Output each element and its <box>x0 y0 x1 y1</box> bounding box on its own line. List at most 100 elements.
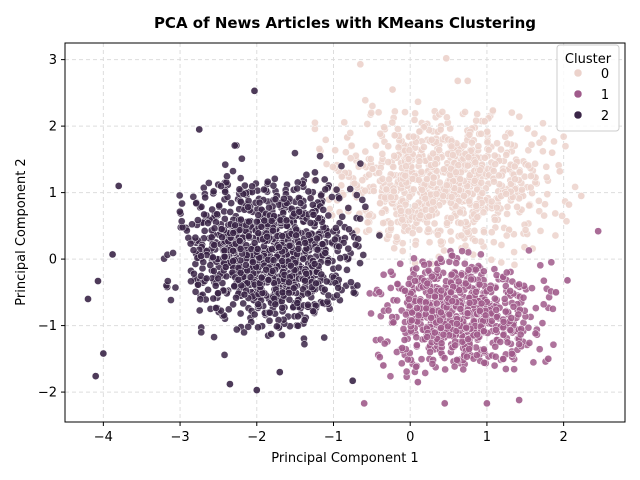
cluster-0-point <box>474 142 483 151</box>
cluster-2-point <box>338 212 347 221</box>
cluster-2-point <box>209 187 218 196</box>
cluster-0-point <box>558 212 566 220</box>
cluster-1-point <box>400 336 409 344</box>
cluster-2-point <box>268 267 277 275</box>
cluster-2-point <box>163 277 172 285</box>
cluster-0-point <box>432 190 441 198</box>
cluster-2-point <box>321 249 330 257</box>
cluster-1-point <box>514 310 523 319</box>
cluster-0-point <box>390 152 399 160</box>
cluster-1-point <box>501 307 510 316</box>
cluster-2-point <box>359 251 368 259</box>
cluster-1-point <box>412 264 421 273</box>
cluster-2-point <box>229 300 237 309</box>
cluster-2-point <box>209 267 218 275</box>
cluster-2-point <box>265 203 273 212</box>
cluster-1-point <box>499 331 508 339</box>
cluster-0-point <box>506 129 515 138</box>
cluster-1-point <box>379 270 388 279</box>
cluster-0-point <box>404 207 413 216</box>
cluster-0-point <box>414 97 422 106</box>
cluster-0-point <box>427 135 436 144</box>
cluster-2-point <box>217 225 226 233</box>
cluster-2-point <box>311 168 319 177</box>
cluster-1-point <box>594 227 603 236</box>
y-axis-ticks: −2 −1 0 1 2 3 <box>38 53 65 401</box>
cluster-0-point <box>526 183 535 192</box>
cluster-2-point <box>296 199 305 207</box>
cluster-0-point <box>471 158 480 167</box>
cluster-1-point <box>471 265 480 274</box>
cluster-0-point <box>411 109 419 118</box>
cluster-0-point <box>521 226 530 234</box>
cluster-0-point <box>365 226 373 234</box>
cluster-2-point <box>240 328 248 337</box>
cluster-0-point <box>492 203 501 212</box>
cluster-1-point <box>384 306 393 315</box>
cluster-1-point <box>547 258 556 267</box>
cluster-0-point <box>480 153 489 162</box>
cluster-0-point <box>369 187 378 195</box>
cluster-1-point <box>399 325 408 333</box>
cluster-2-point <box>253 245 262 253</box>
cluster-0-point <box>429 173 438 182</box>
cluster-0-point <box>447 214 455 222</box>
cluster-2-point <box>244 323 253 331</box>
cluster-2-point <box>242 261 250 269</box>
cluster-1-point <box>413 304 421 313</box>
cluster-2-point <box>257 222 266 231</box>
cluster-0-point <box>409 132 418 141</box>
cluster-1-point <box>427 313 436 322</box>
cluster-0-point <box>515 168 524 177</box>
cluster-2-point <box>268 245 276 253</box>
cluster-2-point <box>345 225 353 234</box>
cluster-0-point <box>398 215 407 224</box>
legend: Cluster 0 1 2 <box>556 44 620 132</box>
cluster-0-point <box>551 231 560 240</box>
cluster-0-point <box>346 154 355 163</box>
cluster-1-point <box>463 352 471 361</box>
cluster-1-point <box>436 254 445 263</box>
cluster-0-point <box>363 218 372 227</box>
cluster-1-point <box>480 358 489 367</box>
cluster-1-point <box>465 345 473 353</box>
cluster-2-point <box>235 185 244 194</box>
cluster-1-point <box>408 308 416 317</box>
y-tick-label: 3 <box>49 53 57 68</box>
cluster-2-point <box>210 333 218 341</box>
legend-label-1: 1 <box>601 88 609 103</box>
cluster-1-point <box>402 367 411 376</box>
cluster-1-point <box>452 259 461 267</box>
cluster-2-point <box>274 316 283 324</box>
cluster-2-point <box>236 245 245 253</box>
cluster-0-point <box>331 146 339 155</box>
cluster-2-point <box>212 304 220 312</box>
cluster-0-point <box>542 173 551 182</box>
cluster-0-point <box>493 139 501 148</box>
cluster-2-point <box>356 159 365 168</box>
cluster-0-point <box>562 217 571 226</box>
cluster-1-point <box>410 254 418 263</box>
cluster-1-point <box>538 319 547 327</box>
cluster-1-point <box>500 295 509 303</box>
cluster-2-point <box>240 290 249 299</box>
cluster-2-point <box>278 232 287 240</box>
cluster-0-point <box>543 190 552 199</box>
legend-marker-1 <box>573 89 583 99</box>
cluster-0-point <box>322 160 331 168</box>
cluster-1-point <box>430 328 439 337</box>
cluster-0-point <box>358 176 367 185</box>
cluster-2-point <box>282 216 291 225</box>
cluster-2-point <box>317 191 325 200</box>
cluster-0-point <box>361 96 370 105</box>
cluster-1-point <box>502 365 510 373</box>
cluster-0-point <box>490 177 498 186</box>
cluster-2-point <box>227 199 236 207</box>
cluster-2-point <box>352 191 361 199</box>
cluster-1-point <box>450 362 459 371</box>
cluster-2-point <box>254 229 263 238</box>
cluster-1-point <box>515 340 523 349</box>
cluster-2-point <box>230 282 239 290</box>
cluster-2-point <box>221 263 230 271</box>
cluster-2-point <box>332 224 340 232</box>
